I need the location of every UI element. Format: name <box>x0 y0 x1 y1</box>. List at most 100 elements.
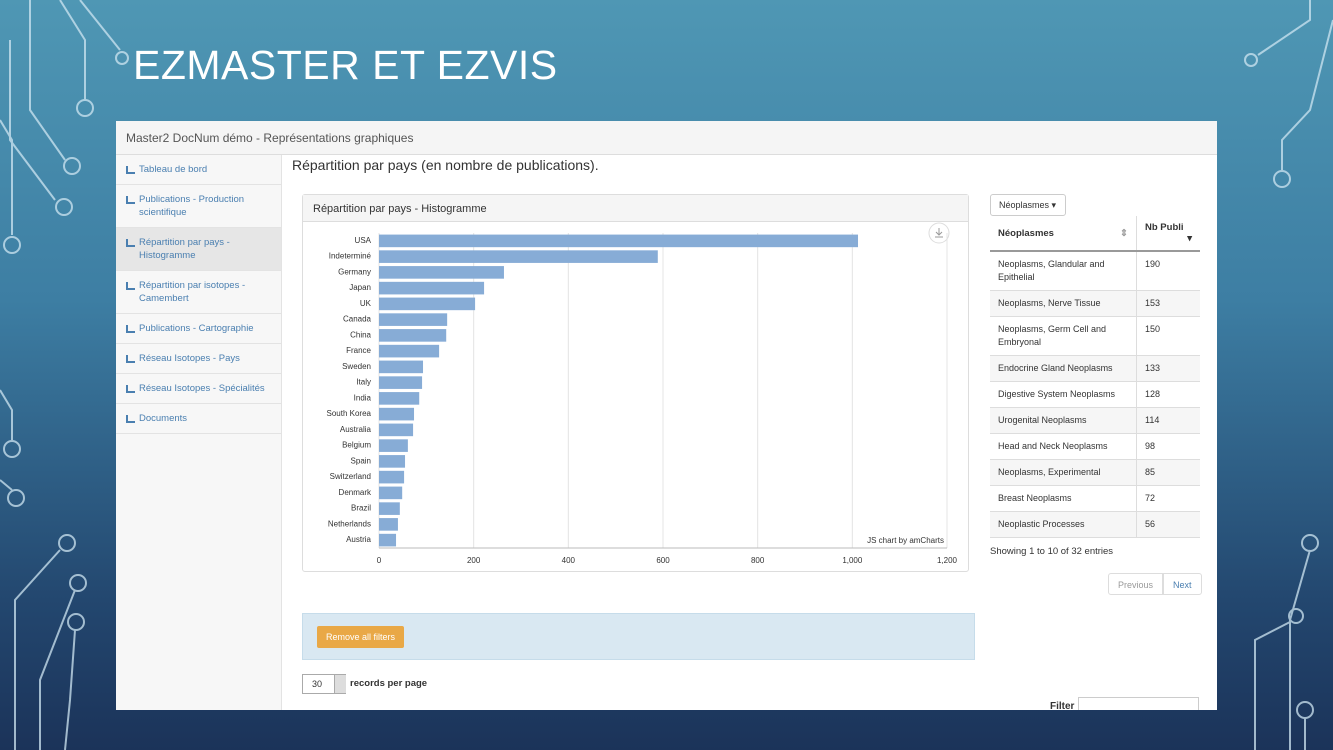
chart-panel: Répartition par pays - Histogramme 0 200 4… <box>302 194 969 572</box>
bar <box>379 329 447 342</box>
table-cell: Neoplasms, Nerve Tissue <box>990 290 1137 317</box>
bar <box>379 376 423 389</box>
y-tick-label: Sweden <box>342 362 371 371</box>
bar <box>379 281 485 295</box>
download-icon <box>935 228 943 238</box>
table-cell: 133 <box>1136 355 1200 382</box>
y-tick-label: China <box>350 330 371 339</box>
bar <box>379 423 414 437</box>
sidebar-item[interactable]: Tableau de bord <box>116 155 281 185</box>
y-tick-label: USA <box>355 236 372 245</box>
bar <box>379 234 859 248</box>
sidebar-item[interactable]: Répartition par pays - Histogramme <box>116 228 281 271</box>
table-cell: 56 <box>1136 511 1200 538</box>
table-row[interactable]: Neoplasms, Nerve Tissue 153 <box>990 290 1200 317</box>
table-row[interactable]: Endocrine Gland Neoplasms 133 <box>990 355 1200 382</box>
slide-title: EZMASTER ET EZVIS <box>133 42 558 88</box>
sidebar-icon <box>126 282 135 290</box>
table-row[interactable]: Neoplastic Processes 56 <box>990 511 1200 538</box>
table-cell: Neoplastic Processes <box>990 511 1137 538</box>
bar <box>379 518 398 531</box>
y-tick-label: India <box>354 393 372 402</box>
table-cell: 150 <box>1136 316 1200 356</box>
table-body: Neoplasms, Glandular and Epithelial 190 Ne… <box>990 251 1200 538</box>
sidebar-text: Documents <box>139 413 188 424</box>
filter-label: Filter <box>1050 701 1075 710</box>
sidebar-text: Réseau Isotopes - Pays <box>139 353 240 364</box>
y-tick-label: Spain <box>351 456 371 465</box>
sidebar-item[interactable]: Publications - Production scientifique <box>116 185 281 228</box>
x-tick-label: 200 <box>467 556 481 565</box>
table-cell: Neoplasms, Germ Cell and Embryonal <box>990 316 1137 356</box>
sidebar-item[interactable]: Réseau Isotopes - Spécialités <box>116 374 281 404</box>
y-tick-label: South Korea <box>327 409 372 418</box>
table-row[interactable]: Digestive System Neoplasms 128 <box>990 381 1200 408</box>
sidebar-icon <box>126 166 135 174</box>
y-tick-label: Belgium <box>342 441 371 450</box>
bar <box>379 297 476 311</box>
column-header-text: Nb Publi <box>1145 222 1184 233</box>
sidebar-item[interactable]: Répartition par isotopes - Camembert <box>116 271 281 314</box>
table-cell: 128 <box>1136 381 1200 408</box>
table-row[interactable]: Breast Neoplasms 72 <box>990 485 1200 512</box>
table-row[interactable]: Neoplasms, Glandular and Epithelial 190 <box>990 251 1200 291</box>
table-cell: 98 <box>1136 433 1200 460</box>
sidebar-icon <box>126 239 135 247</box>
bar <box>379 533 397 547</box>
y-tick-label: France <box>346 346 371 355</box>
dropdown[interactable]: Néoplasmes ▾ <box>990 194 1066 216</box>
table-cell: 72 <box>1136 485 1200 512</box>
bar <box>379 392 420 405</box>
remove-filters-button[interactable]: Remove all filters <box>317 626 405 648</box>
y-tick-label: Austria <box>346 535 371 544</box>
sidebar-text: Réseau Isotopes - Spécialités <box>139 383 265 394</box>
bar-chart: 0 200 400 600 800 1,000 1,200 USA Indeterminé Ger… <box>327 222 958 565</box>
y-tick-label: Brazil <box>351 504 371 513</box>
table-row[interactable]: Neoplasms, Germ Cell and Embryonal 150 <box>990 316 1200 356</box>
y-tick-label: Australia <box>340 425 372 434</box>
sidebar-item[interactable]: Publications - Cartographie <box>116 314 281 344</box>
sidebar-item[interactable]: Documents <box>116 404 281 434</box>
x-tick-label: 1,000 <box>842 556 863 565</box>
column-header[interactable]: Nb Publi ▾ <box>1136 216 1200 252</box>
app-title[interactable]: Master2 DocNum démo - Représentations gr… <box>126 131 414 145</box>
bar <box>379 250 658 263</box>
column-header-text: Néoplasmes <box>998 227 1054 239</box>
table-cell: Head and Neck Neoplasms <box>990 433 1137 460</box>
table-info: Showing 1 to 10 of 32 entries <box>990 546 1114 557</box>
sidebar-text: Répartition par isotopes - Camembert <box>139 280 246 304</box>
sidebar-text: Publications - Cartographie <box>139 323 254 334</box>
table-row[interactable]: Urogenital Neoplasms 114 <box>990 407 1200 434</box>
table-row[interactable]: Neoplasms, Experimental 85 <box>990 459 1200 486</box>
sidebar-icon <box>126 385 135 393</box>
x-tick-label: 400 <box>562 556 576 565</box>
x-tick-label: 0 <box>377 556 382 565</box>
sidebar: Tableau de bord Publications - Production… <box>116 155 282 710</box>
pagination-next[interactable]: Next <box>1163 573 1202 595</box>
column-header[interactable]: Néoplasmes ⇕ <box>990 216 1137 252</box>
table-cell: Neoplasms, Experimental <box>990 459 1137 486</box>
filter-input[interactable] <box>1078 697 1199 710</box>
bar <box>379 407 415 421</box>
select-arrow <box>334 675 346 693</box>
pagination-previous[interactable]: Previous <box>1108 573 1164 595</box>
table-cell: Neoplasms, Glandular and Epithelial <box>990 251 1137 291</box>
table-row[interactable]: Head and Neck Neoplasms 98 <box>990 433 1200 460</box>
x-tick-label: 1,200 <box>937 556 958 565</box>
sidebar-item[interactable]: Réseau Isotopes - Pays <box>116 344 281 374</box>
bar <box>379 344 440 358</box>
bar <box>379 313 448 326</box>
app-header: Master2 DocNum démo - Représentations gr… <box>116 121 1217 155</box>
filters-box: Remove all filters <box>302 613 975 660</box>
data-table: Néoplasmes ⇕ Nb Publi ▾ Neoplasms, Glandu… <box>990 216 1200 538</box>
sidebar-icon <box>126 355 135 363</box>
sidebar-icon <box>126 196 135 204</box>
sidebar-text: Tableau de bord <box>139 164 208 175</box>
y-tick-label: Switzerland <box>330 472 371 481</box>
table-cell: 85 <box>1136 459 1200 486</box>
y-tick-label: UK <box>360 299 372 308</box>
sidebar-icon <box>126 325 135 333</box>
y-tick-label: Germany <box>338 267 371 276</box>
table-cell: 153 <box>1136 290 1200 317</box>
